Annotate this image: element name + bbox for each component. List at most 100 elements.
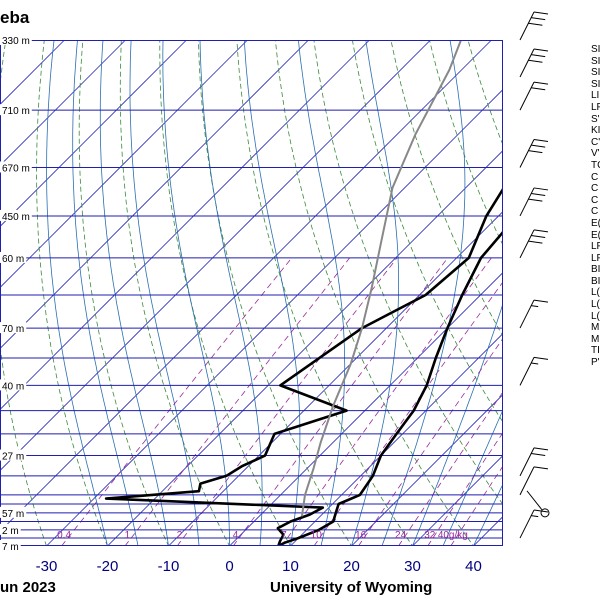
dry-adiabat-line: [119, 40, 230, 546]
plot-area: [0, 40, 600, 561]
mixing-ratio-line: [398, 391, 503, 546]
mixing-ratio-label: 24: [395, 530, 407, 541]
mixing-ratio-label: 1: [125, 530, 131, 541]
dry-adiabat-line: [236, 40, 413, 546]
index-label: C: [591, 183, 599, 195]
index-label: C': [591, 136, 600, 148]
temperature-line: [277, 230, 503, 546]
index-label: TC: [591, 159, 600, 171]
wind-barb: [519, 81, 549, 111]
isotherm-line: [412, 454, 503, 546]
dry-adiabat-line: [390, 40, 503, 338]
isotherm-line: [290, 332, 503, 546]
height-label: 57 m: [2, 509, 24, 520]
mixing-ratio-label: 4: [233, 530, 239, 541]
isotherm-line: [0, 40, 492, 533]
index-label: SI: [591, 55, 600, 67]
index-label: LF: [591, 252, 600, 264]
isotherm-line: [0, 40, 309, 350]
height-label: 7 m: [2, 542, 19, 553]
index-label: M: [591, 333, 600, 345]
isotherm-line: [473, 515, 503, 546]
chart-title: eba: [0, 8, 30, 27]
plot-frame: [0, 40, 503, 546]
index-label: E(: [591, 217, 600, 229]
dry-adiabat-line: [159, 40, 291, 546]
height-label: 60 m: [2, 254, 24, 265]
x-tick-label: 20: [343, 558, 360, 575]
height-label: 330 m: [2, 36, 30, 47]
x-tick-label: 30: [404, 558, 421, 575]
index-label: L(: [591, 287, 600, 299]
mixing-ratio-label: 32: [424, 530, 436, 541]
wind-barb: [519, 187, 549, 217]
parcel-line: [300, 40, 462, 517]
height-label: 670 m: [2, 163, 30, 174]
dry-adiabat-line: [429, 40, 503, 246]
index-label: P': [591, 357, 600, 369]
index-label: C: [591, 206, 599, 218]
isotherm-line: [0, 40, 126, 167]
height-label: 40 m: [2, 381, 24, 392]
moist-adiabat-line: [72, 40, 139, 546]
wind-barb: [519, 229, 549, 259]
mixing-ratio-label: 2: [177, 530, 183, 541]
index-label: S': [591, 113, 600, 125]
dry-adiabat-line: [78, 40, 169, 546]
mixing-ratio-label: 0.4: [57, 530, 71, 541]
index-label: C: [591, 194, 599, 206]
index-label: E(: [591, 229, 600, 241]
index-label: TI: [591, 345, 600, 357]
wind-barb: [519, 466, 549, 496]
index-label: SI: [591, 44, 600, 55]
index-label: L(: [591, 299, 600, 311]
x-tick-label: 40: [465, 558, 482, 575]
isotherm-line: [351, 393, 503, 546]
isotherm-line: [0, 40, 248, 289]
index-label: SI: [591, 78, 600, 90]
height-label: 27 m: [2, 452, 24, 463]
x-tick-label: 0: [225, 558, 234, 575]
wind-barb: [519, 356, 549, 386]
mixing-ratio-label: 7: [281, 530, 287, 541]
wind-barb: [526, 490, 550, 518]
x-tick-label: -20: [96, 558, 119, 575]
dry-adiabat-line: [313, 40, 503, 506]
dry-adiabat-line: [198, 40, 352, 546]
wind-barb: [519, 447, 549, 477]
index-label: L(: [591, 310, 600, 322]
index-label: BI: [591, 275, 600, 287]
height-label: 2 m: [2, 526, 19, 537]
x-tick-label: 10: [282, 558, 299, 575]
dry-adiabat-line: [0, 40, 47, 546]
height-label: 70 m: [2, 324, 24, 335]
x-tick-label: -30: [35, 558, 58, 575]
wind-barb: [519, 138, 549, 168]
isotherm-line: [229, 271, 503, 546]
stability-indices-list: SISISISILILFS'KIC'V'TCCCCCE(E(LFLFBIBIL(…: [591, 44, 600, 369]
moist-adiabat-line: [243, 40, 301, 546]
isotherm-line: [0, 40, 370, 411]
dewpoint-line: [104, 186, 503, 546]
height-label: 710 m: [2, 106, 30, 117]
wind-barb: [519, 11, 549, 41]
dry-adiabat-line: [36, 40, 108, 546]
mixing-ratio-label: 40g/kg: [438, 530, 468, 541]
isotherm-line: [46, 88, 503, 546]
index-label: V': [591, 148, 600, 160]
wind-barb: [519, 48, 549, 78]
moist-adiabat-line: [381, 40, 466, 546]
index-label: C: [591, 171, 599, 183]
index-label: KI: [591, 125, 600, 137]
dry-adiabat-line: [507, 40, 600, 561]
index-label: SI: [591, 67, 600, 79]
mixing-ratio-line: [450, 465, 503, 546]
wind-barb: [519, 299, 549, 329]
index-label: M: [591, 322, 600, 334]
index-label: BI: [591, 264, 600, 276]
isotherm-line: [107, 149, 503, 546]
dry-adiabat-line: [352, 40, 503, 423]
index-label: LF: [591, 241, 600, 253]
isotherm-line: [0, 40, 187, 228]
